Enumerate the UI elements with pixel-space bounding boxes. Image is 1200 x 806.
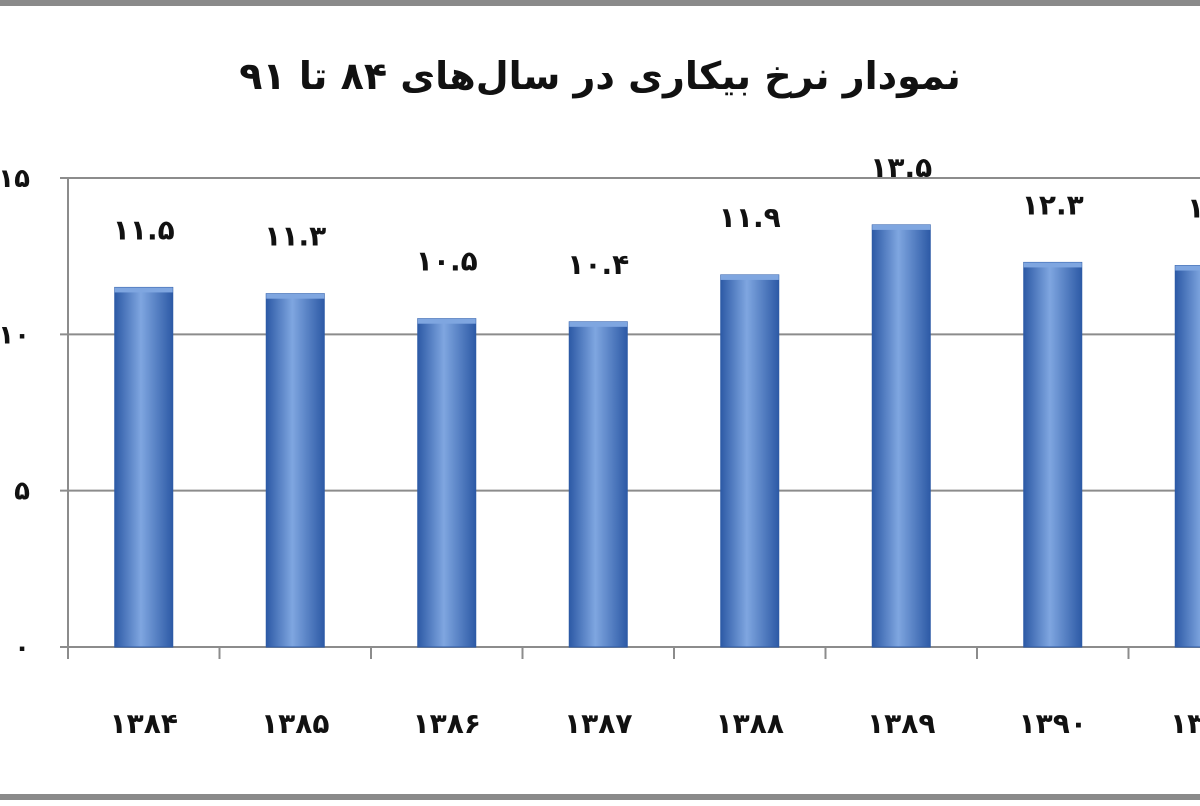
chart-title: نمودار نرخ بیکاری در سال‌های ۸۴ تا ۹۱	[239, 54, 961, 98]
bar-cap-6	[1023, 262, 1082, 268]
bar-1	[265, 293, 325, 648]
bar-0	[114, 286, 174, 648]
bar-cap-1	[266, 293, 325, 299]
bar-4	[720, 274, 780, 648]
x-axis-ticks: ۱۳۸۴ ۱۳۸۵ ۱۳۸۶ ۱۳۸۷ ۱۳۸۸ ۱۳۸۹ ۱۳۹۰ ۱۳۹۱	[110, 707, 1200, 740]
data-label-1: ۱۱.۳	[264, 220, 326, 253]
bar-7	[1174, 265, 1200, 648]
bar-cap-7	[1175, 265, 1200, 271]
data-label-4: ۱۱.۹	[719, 201, 781, 234]
data-label-2: ۱۰.۵	[416, 245, 478, 278]
y-tick-label: ۱۰	[0, 320, 30, 350]
y-tick-label: ۵	[14, 477, 30, 507]
data-label-3: ۱۰.۴	[567, 248, 629, 281]
x-tick-label-2: ۱۳۸۶	[413, 707, 481, 740]
bar-cap-3	[569, 321, 628, 327]
x-tick-label-3: ۱۳۸۷	[564, 707, 632, 740]
data-label-5: ۱۳.۵	[870, 151, 932, 184]
bar-cap-2	[417, 318, 476, 324]
data-labels: ۱۱.۵ ۱۱.۳ ۱۰.۵ ۱۰.۴ ۱۱.۹ ۱۳.۵ ۱۲.۳ ۱۲	[113, 151, 1200, 281]
bars	[114, 224, 1200, 648]
bar-6	[1023, 261, 1083, 648]
bar-5	[871, 224, 931, 648]
data-label-0: ۱۱.۵	[113, 213, 175, 246]
x-tick-label-0: ۱۳۸۴	[110, 707, 178, 740]
x-tick-label-6: ۱۳۹۰	[1019, 707, 1087, 740]
bar-cap-5	[872, 224, 931, 230]
data-label-7: ۱۲	[1187, 192, 1200, 225]
bar-2	[417, 318, 477, 648]
x-tick-label-7: ۱۳۹۱	[1170, 707, 1200, 740]
y-tick-label: ۱۵	[0, 164, 30, 194]
x-tick-label-5: ۱۳۸۹	[867, 707, 935, 740]
bar-cap-0	[114, 287, 173, 293]
y-axis-ticks: ۰ ۵ ۱۰ ۱۵	[0, 164, 30, 663]
bar-cap-4	[720, 274, 779, 280]
data-label-6: ۱۲.۳	[1022, 188, 1084, 221]
gridlines	[60, 177, 1200, 659]
y-tick-label: ۰	[14, 633, 30, 663]
x-tick-label-1: ۱۳۸۵	[261, 707, 329, 740]
bar-3	[568, 321, 628, 648]
x-tick-label-4: ۱۳۸۸	[716, 707, 784, 740]
bar-chart: ۱۱.۵ ۱۱.۳ ۱۰.۵ ۱۰.۴ ۱۱.۹ ۱۳.۵ ۱۲.۳ ۱۲ ۰ ۵ ۱۰ ۱۵ ۱۳…	[0, 151, 1200, 740]
